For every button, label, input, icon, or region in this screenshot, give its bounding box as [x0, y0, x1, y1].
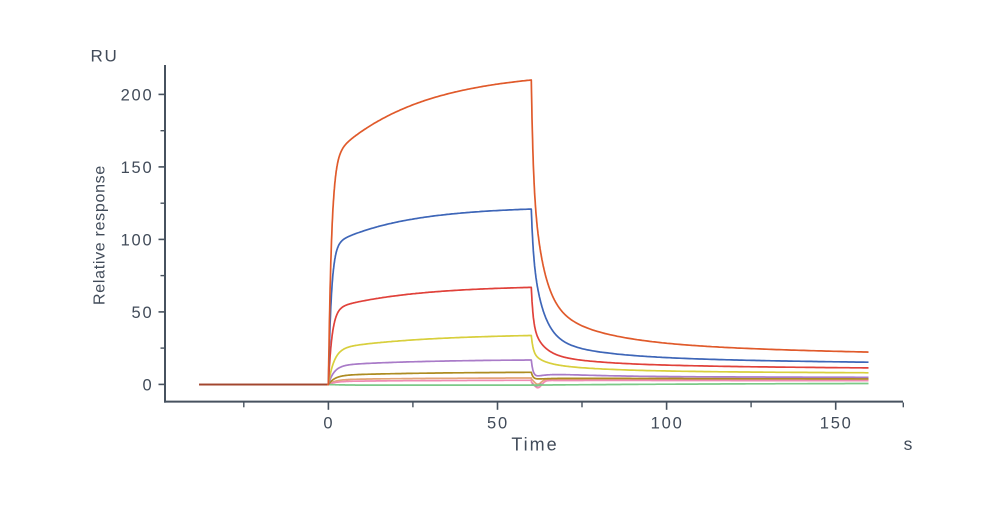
svg-text:150: 150 [121, 159, 154, 177]
svg-text:0: 0 [323, 415, 334, 433]
svg-text:0: 0 [143, 376, 154, 394]
svg-text:Time: Time [511, 435, 558, 455]
svg-text:100: 100 [651, 415, 684, 433]
svg-text:50: 50 [487, 415, 509, 433]
svg-text:200: 200 [121, 86, 154, 104]
svg-text:Relative response: Relative response [92, 165, 109, 305]
svg-text:RU: RU [91, 47, 119, 66]
svg-text:150: 150 [820, 415, 853, 433]
svg-text:50: 50 [132, 304, 154, 322]
svg-text:100: 100 [121, 231, 154, 249]
svg-text:s: s [904, 434, 913, 454]
